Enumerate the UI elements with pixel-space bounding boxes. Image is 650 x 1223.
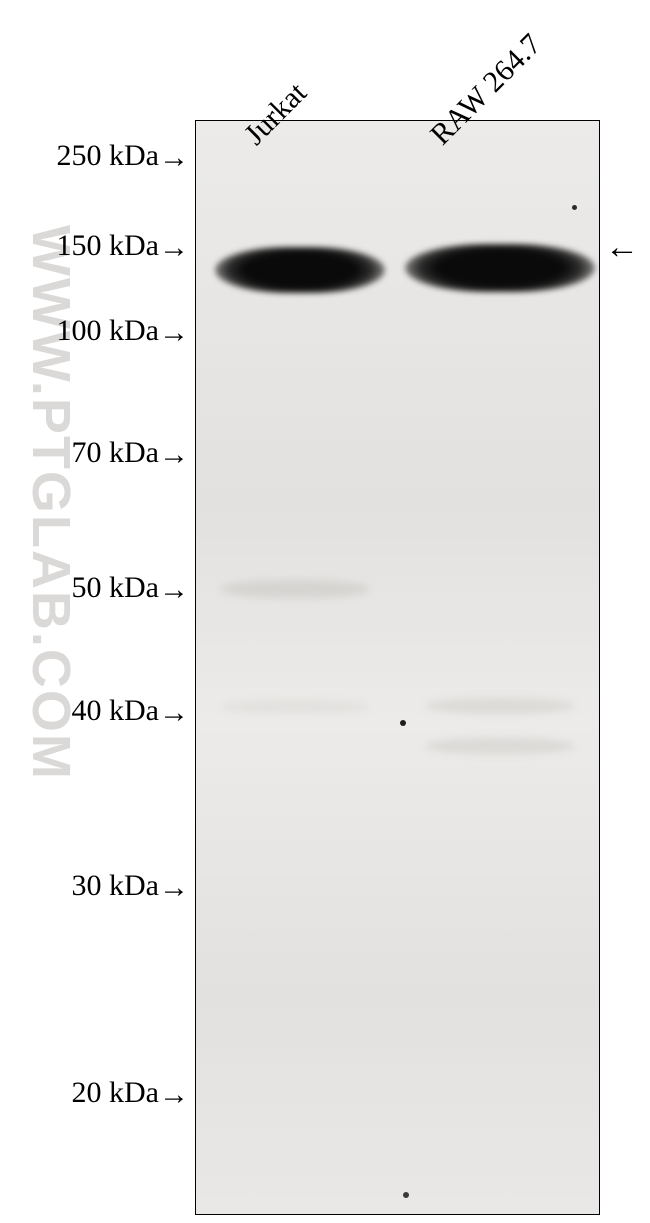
faint-band (425, 698, 575, 714)
marker-arrow-icon: → (159, 316, 189, 350)
marker-arrow-icon: → (159, 871, 189, 905)
faint-band (425, 738, 575, 754)
blot-speck (400, 720, 406, 726)
mw-marker-label: 40 kDa→ (0, 694, 189, 730)
mw-marker-label: 250 kDa→ (0, 139, 189, 175)
mw-marker-label: 100 kDa→ (0, 314, 189, 350)
mw-marker-label: 30 kDa→ (0, 869, 189, 905)
faint-band (220, 700, 370, 714)
target-band-arrow: ← (605, 229, 639, 267)
figure-container: WWW.PTGLAB.COM ← JurkatRAW 264.7250 kDa→… (0, 0, 650, 1223)
mw-marker-label: 50 kDa→ (0, 571, 189, 607)
marker-arrow-icon: → (159, 696, 189, 730)
mw-marker-label: 150 kDa→ (0, 229, 189, 265)
blot-speck (403, 1192, 409, 1198)
faint-band (220, 580, 370, 598)
marker-arrow-icon: → (159, 231, 189, 265)
mw-marker-label: 20 kDa→ (0, 1076, 189, 1112)
marker-arrow-icon: → (159, 573, 189, 607)
marker-arrow-icon: → (159, 438, 189, 472)
mw-marker-label: 70 kDa→ (0, 436, 189, 472)
protein-band (405, 244, 595, 292)
protein-band (215, 247, 385, 293)
blot-speck (572, 205, 577, 210)
marker-arrow-icon: → (159, 1078, 189, 1112)
marker-arrow-icon: → (159, 141, 189, 175)
